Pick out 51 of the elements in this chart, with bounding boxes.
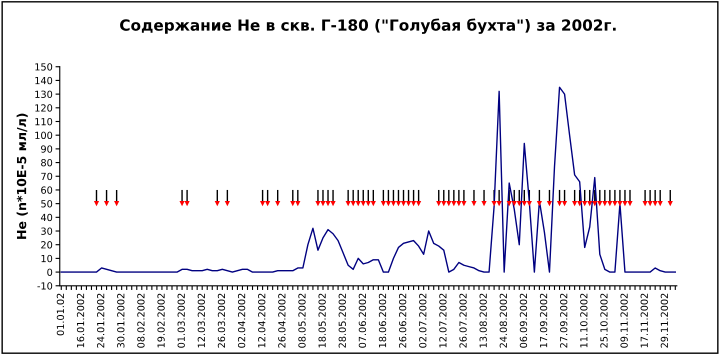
y-tick-label: 130: [35, 90, 52, 98]
x-tick-label: 11.10.2002: [580, 294, 588, 348]
x-tick-label: 07.06.2002: [358, 294, 366, 348]
y-tick-label: 110: [35, 118, 52, 126]
x-tick-label: 02.04.2002: [238, 294, 246, 348]
y-tick-label: 20: [41, 241, 52, 249]
x-tick-label: 24.08.2002: [500, 294, 507, 348]
chart-title: Содержание He в скв. Г-180 ("Голубая бухта") за 2002г.: [120, 18, 616, 34]
x-tick-label: 08.05.2002: [298, 294, 306, 348]
x-tick-label: 26.07.2002: [459, 294, 467, 348]
y-tick-label: 50: [41, 200, 52, 208]
x-tick-label: 02.07.2002: [419, 294, 426, 348]
x-tick-label: 06.09.2002: [520, 294, 528, 348]
y-tick-label: 10: [42, 254, 52, 262]
y-tick-label: 120: [35, 104, 52, 112]
x-tick-label: 30.01.2002: [117, 294, 124, 348]
x-tick-label: 12.04.2002: [258, 294, 266, 348]
x-tick-label: 26.03.2002: [218, 294, 226, 348]
line-series: [60, 86, 676, 273]
x-tick-label: 27.09.2002: [560, 294, 568, 348]
x-tick-label: 28.05.2002: [338, 294, 346, 348]
y-tick-label: 140: [35, 76, 52, 84]
x-tick-label: 01.01.02: [56, 294, 64, 336]
y-tick-label: -10: [37, 282, 52, 290]
y-tick-label: 40: [40, 214, 52, 222]
y-tick-label: 100: [35, 132, 52, 140]
x-tick-label: 17.09.2002: [540, 294, 548, 348]
x-tick-label: 26.04.2002: [278, 294, 286, 348]
x-tick-label: 24.01.2002: [97, 294, 104, 348]
y-tick-label: 150: [35, 63, 52, 71]
y-tick-label: 80: [41, 159, 52, 166]
x-tick-label: 19.02.2002: [157, 294, 165, 348]
x-tick-label: 09.11.2002: [620, 294, 628, 348]
x-tick-label: 12.07.2002: [439, 294, 447, 348]
x-tick-label: 26.06.2002: [398, 294, 406, 348]
y-tick-label: 0: [47, 268, 52, 276]
x-tick-label: 01.03.2002: [178, 294, 185, 348]
x-tick-label: 08.02.2002: [137, 294, 145, 348]
y-tick-label: 70: [41, 172, 52, 180]
x-tick-label: 12.03.2002: [198, 294, 206, 348]
x-tick-label: 25.10.2002: [600, 294, 608, 348]
y-axis-title: He (n*10E-5 мл/л): [16, 114, 28, 239]
x-tick-label: 18.05.2002: [318, 294, 326, 348]
y-tick-label: 30: [41, 227, 52, 235]
x-tick-label: 18.06.2002: [378, 294, 386, 348]
x-tick-label: 13.08.2002: [480, 294, 487, 348]
x-tick-label: 29.11.2002: [660, 294, 668, 348]
y-tick-label: 60: [41, 186, 52, 194]
x-tick-label: 16.01.2002: [76, 294, 84, 348]
y-tick-label: 90: [41, 145, 52, 153]
x-tick-label: 17.11.2002: [640, 294, 648, 348]
